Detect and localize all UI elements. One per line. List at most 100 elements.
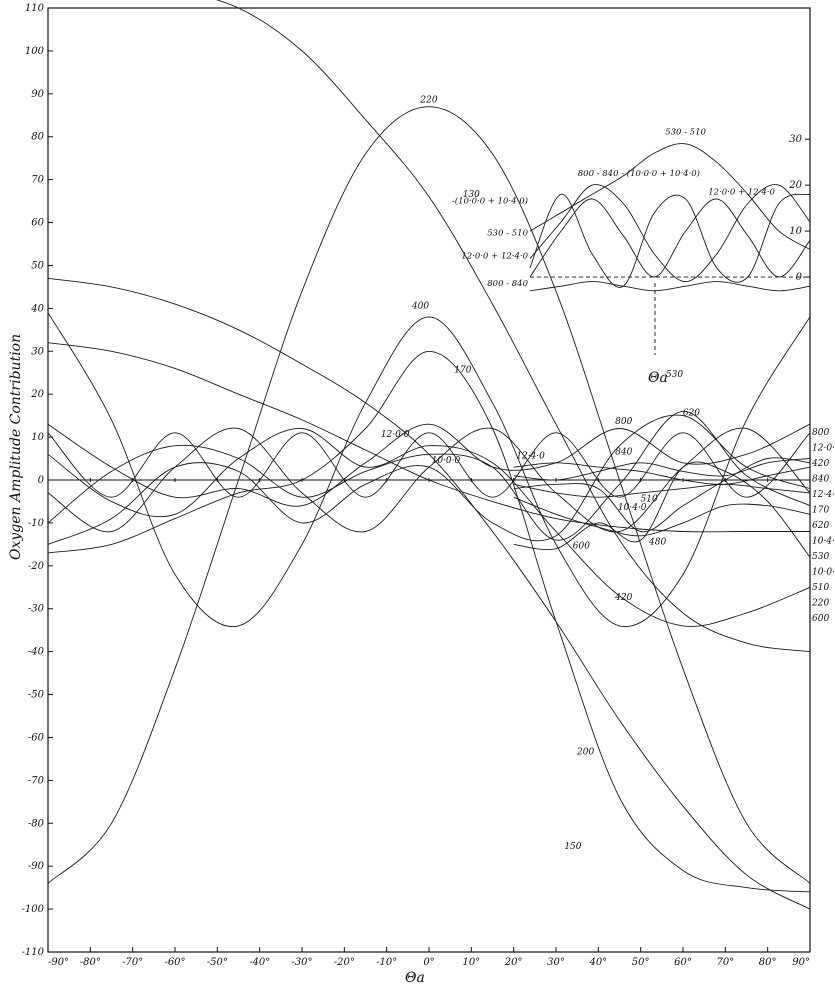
curve-label: 10·4·0 bbox=[618, 503, 647, 513]
curve-label: 420 bbox=[614, 593, 632, 603]
x-tick-label: -80° bbox=[80, 957, 101, 968]
inset-curve bbox=[529, 198, 811, 278]
curve-label: 480 bbox=[648, 537, 666, 547]
inset-chart: 30 20 10 0 530 - 510 800 - 840 - (10·0·0 + 10… bbox=[452, 128, 811, 386]
y-tick-label: 50 bbox=[31, 260, 44, 271]
inset-series-label: 800 - 840 - (10·0·0 + 10·4·0) bbox=[578, 168, 700, 179]
right-edge-label: 420 bbox=[811, 459, 829, 469]
inset-left-label: 800 - 840 bbox=[487, 279, 528, 289]
inset-series-label: 530 - 510 bbox=[665, 128, 706, 138]
x-tick-label: 50° bbox=[632, 957, 650, 968]
curve-12-0-0 bbox=[47, 432, 811, 498]
right-edge-label: 220 bbox=[811, 599, 829, 609]
x-tick-label: 0° bbox=[423, 957, 434, 968]
y-tick-label: 110 bbox=[25, 3, 45, 14]
inset-series-label: 12·0·0 + 12·4·0 bbox=[708, 187, 775, 197]
x-tick-label: -30° bbox=[291, 957, 312, 968]
y-tick-label: 80 bbox=[31, 132, 44, 143]
inset-y-tick-label: 0 bbox=[796, 272, 803, 283]
y-tick-label: 90 bbox=[31, 89, 44, 100]
right-edge-label: 170 bbox=[812, 506, 829, 516]
curve-530 bbox=[47, 410, 811, 541]
x-tick-label: 30° bbox=[547, 957, 565, 968]
curve-400 bbox=[47, 312, 811, 628]
inset-y-tick-label: 30 bbox=[789, 134, 802, 145]
curve-label: 530 bbox=[666, 370, 683, 380]
curve-510 bbox=[513, 483, 811, 498]
y-tick-label: 20 bbox=[30, 389, 44, 400]
y-axis: -110-100-90-80-70-60-50-40-30-20-1001020… bbox=[22, 3, 53, 958]
curve-480 bbox=[513, 496, 811, 537]
curve-label: 840 bbox=[615, 447, 632, 457]
y-tick-label: -80 bbox=[28, 818, 45, 829]
y-tick-label: -30 bbox=[28, 604, 45, 615]
curve-10-4-0 bbox=[513, 457, 811, 533]
x-tick-label: -40° bbox=[249, 957, 270, 968]
inset-curve bbox=[529, 281, 811, 292]
inset-left-label: 530 - 510 bbox=[487, 229, 528, 239]
curve-label: 130 bbox=[463, 190, 480, 200]
y-tick-label: -10 bbox=[28, 518, 45, 529]
curve-label: 220 bbox=[419, 95, 437, 105]
curve-420 bbox=[47, 428, 811, 627]
x-tick-label: 20° bbox=[504, 957, 523, 968]
x-tick-label: -10° bbox=[376, 957, 397, 968]
y-tick-label: -70 bbox=[28, 775, 45, 786]
curve-150 bbox=[47, 277, 811, 910]
x-tick-label: 10° bbox=[462, 957, 480, 968]
x-tick-label: 70° bbox=[716, 957, 734, 968]
curve-label: 600 bbox=[573, 542, 590, 552]
curve-label: 200 bbox=[576, 748, 594, 758]
curve-220 bbox=[47, 106, 811, 884]
y-axis-title: Oxygen Amplitude Contribution bbox=[8, 334, 24, 560]
curve-label: 12·4·0 bbox=[516, 452, 545, 462]
y-tick-label: -40 bbox=[28, 647, 45, 658]
x-tick-label: 80° bbox=[759, 957, 777, 968]
x-tick-label: 60° bbox=[674, 957, 692, 968]
curve-label: 400 bbox=[411, 301, 429, 311]
y-tick-label: 30 bbox=[31, 346, 44, 357]
y-tick-label: -110 bbox=[22, 947, 45, 958]
inset-axis-title: Θa bbox=[648, 370, 668, 386]
curve-label: 170 bbox=[454, 366, 471, 376]
curves-group bbox=[47, 0, 811, 910]
x-tick-label: -60° bbox=[164, 957, 185, 968]
right-edge-label: 530 bbox=[812, 552, 829, 562]
inset-curve bbox=[529, 184, 811, 283]
right-edge-label: 10·0·0 bbox=[812, 568, 835, 578]
x-tick-label: -20° bbox=[334, 957, 355, 968]
y-tick-label: 10 bbox=[31, 432, 44, 443]
right-edge-label: 510 bbox=[812, 583, 829, 593]
curve-label: 12·0·0 bbox=[381, 430, 410, 440]
right-edge-label: 800 bbox=[812, 428, 829, 438]
curve-label: 510 bbox=[641, 494, 658, 504]
right-edge-labels: 800 12·0·0 420 840 12·4·0 170 620 10·4·0 530 10·0… bbox=[811, 428, 835, 624]
y-tick-label: -60 bbox=[28, 732, 45, 743]
x-tick-label: 40° bbox=[588, 957, 607, 968]
y-tick-label: -100 bbox=[22, 904, 45, 915]
right-edge-label: 12·4·0 bbox=[812, 490, 835, 500]
curve-170 bbox=[47, 342, 810, 533]
curve-800 bbox=[47, 423, 811, 507]
x-tick-label: -90° bbox=[48, 957, 69, 968]
inset-curve bbox=[529, 143, 811, 250]
curve-label: 10·0·0 bbox=[432, 456, 461, 466]
curve-12-4-0 bbox=[513, 462, 811, 485]
curve-label: 620 bbox=[683, 409, 700, 419]
curve-200 bbox=[47, 350, 811, 893]
x-tick-label: 90° bbox=[792, 957, 810, 968]
curve-label: 150 bbox=[564, 842, 581, 852]
x-tick-label: -50° bbox=[207, 957, 228, 968]
curve-labels-group: 150 220 130 400 200 170 420 800 530 620 12·0·0 10·0… bbox=[381, 95, 701, 852]
curve-840 bbox=[513, 458, 811, 481]
inset-y-tick-label: 10 bbox=[789, 226, 802, 237]
inset-left-label: -(10·0·0 + 10·4·0) bbox=[452, 196, 528, 207]
y-tick-label: 100 bbox=[25, 46, 45, 57]
inset-y-tick-label: 20 bbox=[788, 180, 802, 191]
y-tick-label: -90 bbox=[28, 861, 45, 872]
y-tick-label: 0 bbox=[38, 475, 45, 486]
right-edge-label: 10·4·0 bbox=[812, 537, 835, 547]
y-tick-label: -50 bbox=[28, 690, 45, 701]
y-tick-label: -20 bbox=[28, 561, 45, 572]
